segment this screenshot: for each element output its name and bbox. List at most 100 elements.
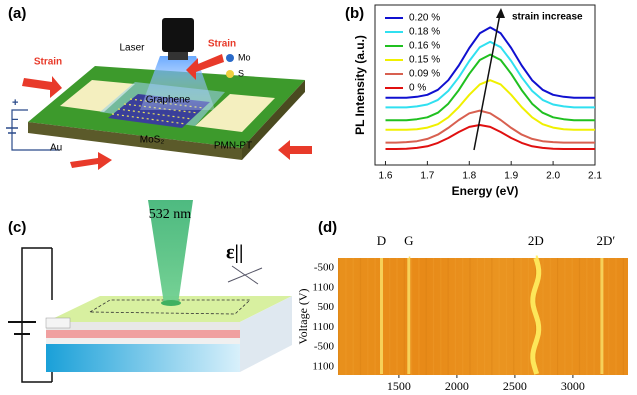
y-tick-label: 1100: [312, 321, 334, 333]
annotation: strain increase: [512, 12, 583, 23]
texture-stripe: [520, 258, 522, 375]
layer-top: [46, 296, 292, 322]
peak-label: G: [404, 233, 413, 248]
texture-stripe: [345, 258, 347, 375]
y-tick-label: -500: [314, 262, 335, 274]
panel-label: (b): [345, 5, 364, 22]
y-tick-label: 1100: [312, 281, 334, 293]
objective: [162, 18, 194, 52]
label: ε||: [226, 242, 243, 264]
line-series: [385, 53, 595, 122]
wire: [11, 109, 60, 151]
legend-label: 0.09 %: [409, 69, 440, 80]
strain-arrow: [70, 152, 112, 170]
texture-stripe: [498, 258, 500, 375]
texture-stripe: [396, 258, 398, 375]
legend-label: 0.16 %: [409, 41, 440, 52]
panel-label: (d): [318, 219, 337, 236]
peak-label: 2D: [528, 233, 544, 248]
x-tick-label: 2.1: [588, 171, 602, 182]
texture-stripe: [403, 258, 405, 375]
x-tick-label: 1.7: [420, 171, 434, 182]
substrate-front: [28, 122, 242, 160]
legend-label: 0.15 %: [409, 55, 440, 66]
laser-beam: [148, 200, 193, 304]
texture-stripe: [505, 258, 508, 375]
panel-label: (a): [8, 5, 26, 22]
peak-band: [530, 255, 542, 375]
peak-label: 2D′: [597, 233, 616, 248]
graphene-lattice: [88, 299, 252, 315]
texture-stripe: [564, 258, 566, 375]
label: −: [12, 114, 18, 126]
x-tick-label: 3000: [561, 379, 585, 393]
x-tick-label: 1.9: [504, 171, 518, 182]
heatmap-background: [338, 258, 628, 375]
texture-stripe: [622, 258, 624, 375]
texture-stripe: [411, 258, 413, 375]
texture-stripe: [374, 258, 376, 375]
objective-tip: [168, 52, 188, 60]
texture-stripe: [571, 258, 573, 375]
texture-stripe: [425, 258, 427, 375]
electrode-left: [60, 80, 135, 112]
strain-arrow: [278, 140, 312, 160]
substrate-side: [242, 80, 305, 160]
texture-stripe: [454, 258, 456, 375]
texture-stripe: [513, 258, 515, 375]
texture-stripe: [608, 258, 610, 375]
annotation-arrow: [473, 13, 501, 151]
texture-stripe: [593, 258, 595, 375]
texture-stripe: [359, 258, 362, 375]
line-series: [385, 124, 595, 150]
peak-label: D: [377, 233, 386, 248]
label: Mo: [238, 52, 251, 62]
slab-side: [240, 296, 292, 372]
x-axis-label: Energy (eV): [452, 184, 519, 198]
texture-stripe: [440, 258, 442, 375]
texture-stripe: [367, 258, 369, 375]
texture-stripe: [389, 258, 391, 375]
texture-stripe: [469, 258, 471, 375]
s-atom: [226, 70, 234, 78]
layer: [46, 322, 240, 330]
label: MoS₂: [140, 135, 165, 146]
line-series: [385, 40, 595, 109]
texture-stripe: [527, 258, 529, 375]
texture-stripe: [586, 258, 588, 375]
texture-stripe: [615, 258, 617, 375]
texture-stripe: [484, 258, 486, 375]
wire: [21, 247, 52, 383]
electrode-right: [195, 94, 275, 132]
line-series: [385, 109, 595, 144]
panel-label: (c): [8, 219, 26, 236]
x-tick-label: 2000: [445, 379, 469, 393]
label: Strain: [208, 39, 236, 50]
x-tick-label: 2500: [503, 379, 527, 393]
y-axis-label: PL Intensity (a.u.): [353, 35, 367, 135]
texture-stripe: [549, 258, 551, 375]
strain-arrow: [186, 54, 224, 80]
strain-arrow: [22, 76, 62, 98]
laser-spot: [161, 300, 181, 306]
mo-atom: [226, 54, 234, 62]
texture-stripe: [542, 258, 544, 375]
x-tick-label: 1.6: [379, 171, 393, 182]
texture-stripe: [352, 258, 354, 375]
texture-stripe: [418, 258, 420, 375]
label: Strain: [34, 57, 62, 68]
legend-label: 0.18 %: [409, 27, 440, 38]
line-series: [385, 79, 595, 131]
panel-a: (a) Laser Strain Strain Mo S Graphene Mo…: [6, 5, 312, 170]
label: Graphene: [146, 95, 191, 106]
y-tick-label: 1100: [312, 361, 334, 373]
panel-c: (c) 532 nm ε||: [8, 200, 292, 383]
texture-stripe: [338, 258, 340, 375]
legend-label: 0 %: [409, 83, 426, 94]
plot-frame: [374, 4, 596, 166]
x-tick-label: 2.0: [546, 171, 560, 182]
electrode: [45, 317, 71, 329]
label: Laser: [119, 43, 145, 54]
